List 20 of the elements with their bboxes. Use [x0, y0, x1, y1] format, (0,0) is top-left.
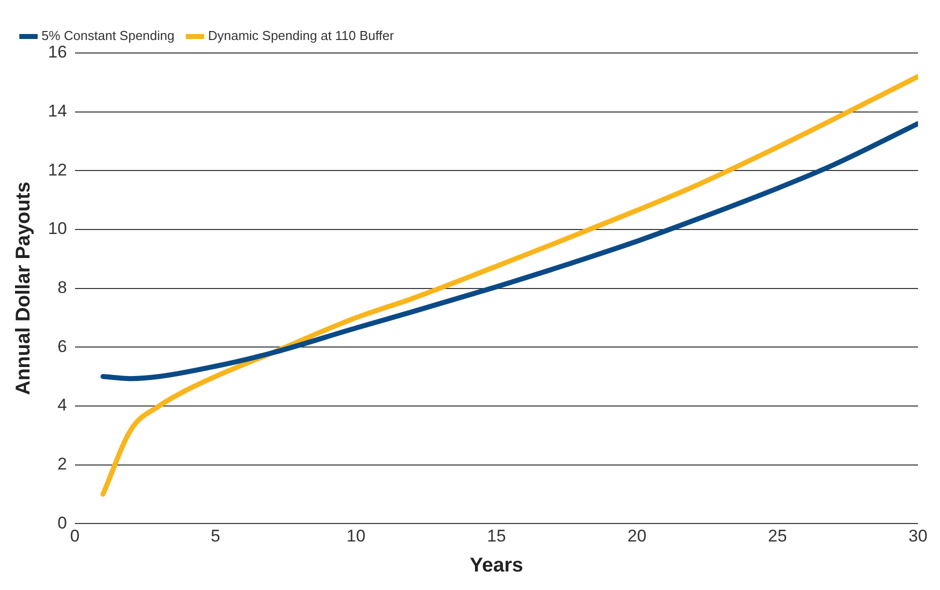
x-tick-label: 15 [486, 526, 506, 546]
y-tick-label: 4 [57, 396, 67, 415]
y-tick-label: 16 [48, 42, 67, 62]
y-tick-label: 2 [57, 454, 67, 474]
y-tick-label: 14 [48, 102, 67, 121]
y-tick-label: 10 [48, 219, 67, 238]
x-tick-label: 20 [628, 526, 646, 546]
y-tick-label: 8 [57, 278, 67, 297]
x-tick-label: 0 [70, 526, 80, 546]
y-axis-title: Annual Dollar Payouts [12, 182, 35, 395]
legend-label: Dynamic Spending at 110 Buffer [208, 28, 395, 44]
y-tick-label: 6 [57, 336, 67, 356]
x-tick-label: 10 [346, 526, 366, 546]
x-tick-label: 30 [908, 526, 928, 546]
y-tick-label: 0 [57, 513, 67, 532]
x-axis-title: Years [470, 554, 524, 577]
x-tick-label: 25 [768, 526, 787, 546]
x-tick-label: 5 [210, 526, 220, 546]
legend-label: 5% Constant Spending [42, 28, 174, 44]
y-tick-label: 12 [48, 160, 67, 180]
